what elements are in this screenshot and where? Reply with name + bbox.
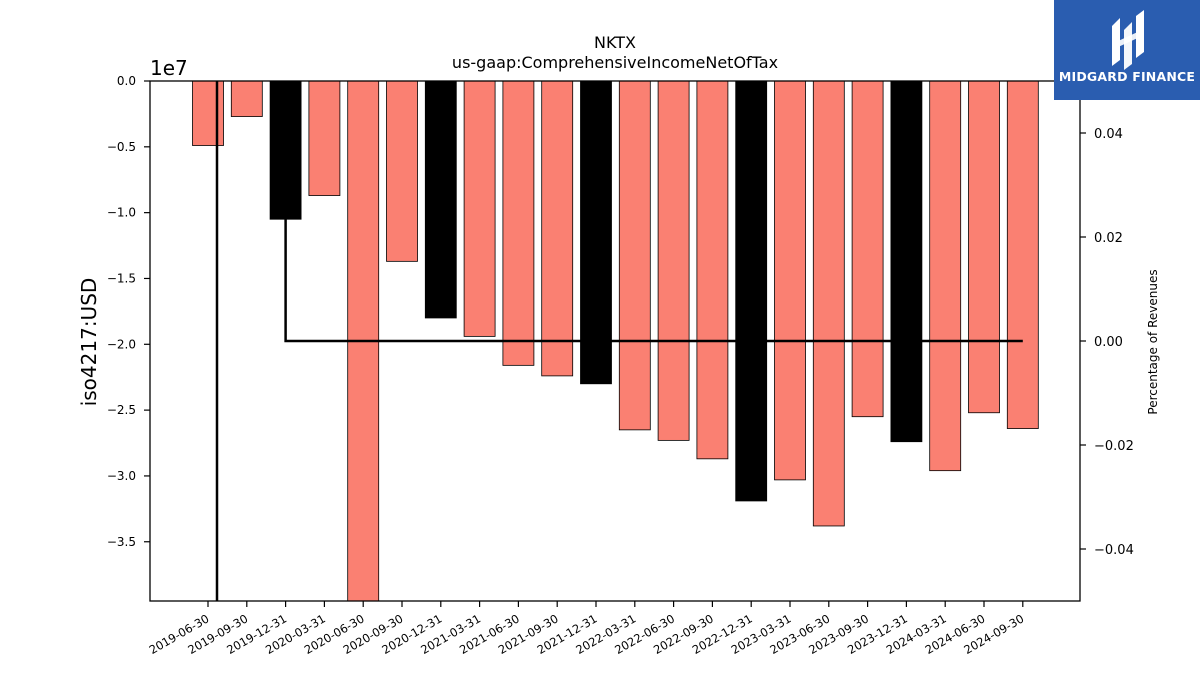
bar-2021-03-31 <box>463 80 496 337</box>
y2-tick-label: 0.02 <box>1094 231 1123 246</box>
bar-2021-09-30 <box>541 80 574 377</box>
bar-2024-03-31 <box>929 80 962 472</box>
bar-2022-09-30 <box>696 80 729 460</box>
y-tick-label: −0.5 <box>107 140 136 154</box>
bar-2019-06-30 <box>192 80 224 146</box>
bar-2023-12-31 <box>890 80 923 443</box>
bar-2023-03-31 <box>774 80 806 481</box>
bar-2024-06-30 <box>968 80 1000 414</box>
y2-tick-label: −0.02 <box>1094 439 1134 454</box>
bar-2021-06-30 <box>502 80 535 366</box>
bar-2022-12-31 <box>735 80 768 502</box>
y2-axis-label: Percentage of Revenues <box>1146 269 1160 414</box>
bar-2020-03-31 <box>308 80 341 196</box>
y-offset-label: 1e7 <box>150 56 188 80</box>
chart-subtitle: us-gaap:ComprehensiveIncomeNetOfTax <box>452 53 778 72</box>
chart-title: NKTX <box>594 33 636 52</box>
y-tick-label: −2.0 <box>107 337 136 351</box>
bar-2023-06-30 <box>812 80 845 527</box>
y-tick-label: −1.0 <box>107 206 136 220</box>
brand-name: MIDGARD FINANCE <box>1058 69 1196 84</box>
y2-tick-label: 0.00 <box>1094 335 1123 350</box>
bar-2021-12-31 <box>580 80 612 385</box>
y-tick-label: 0.0 <box>117 74 136 88</box>
bar-2023-09-30 <box>851 80 884 418</box>
midgard-logo-icon <box>1112 10 1144 70</box>
bar-2019-09-30 <box>230 80 263 117</box>
midgard-finance-logo: MIDGARD FINANCE <box>1054 0 1200 100</box>
bar-2020-12-31 <box>424 80 457 319</box>
y-tick-label: −3.5 <box>107 535 136 549</box>
y-tick-label: −2.5 <box>107 403 136 417</box>
bar-2024-09-30 <box>1006 80 1039 429</box>
bar-2020-09-30 <box>386 80 418 262</box>
y-tick-label: −3.0 <box>107 469 136 483</box>
y-axis-label: iso4217:USD <box>77 278 101 407</box>
y-tick-label: −1.5 <box>107 271 136 285</box>
y2-tick-label: −0.04 <box>1094 543 1134 558</box>
bar-2022-06-30 <box>657 80 690 441</box>
percentage-of-revenues-line <box>284 81 1023 343</box>
y2-tick-label: 0.04 <box>1094 127 1123 142</box>
bar-2022-03-31 <box>618 80 651 431</box>
